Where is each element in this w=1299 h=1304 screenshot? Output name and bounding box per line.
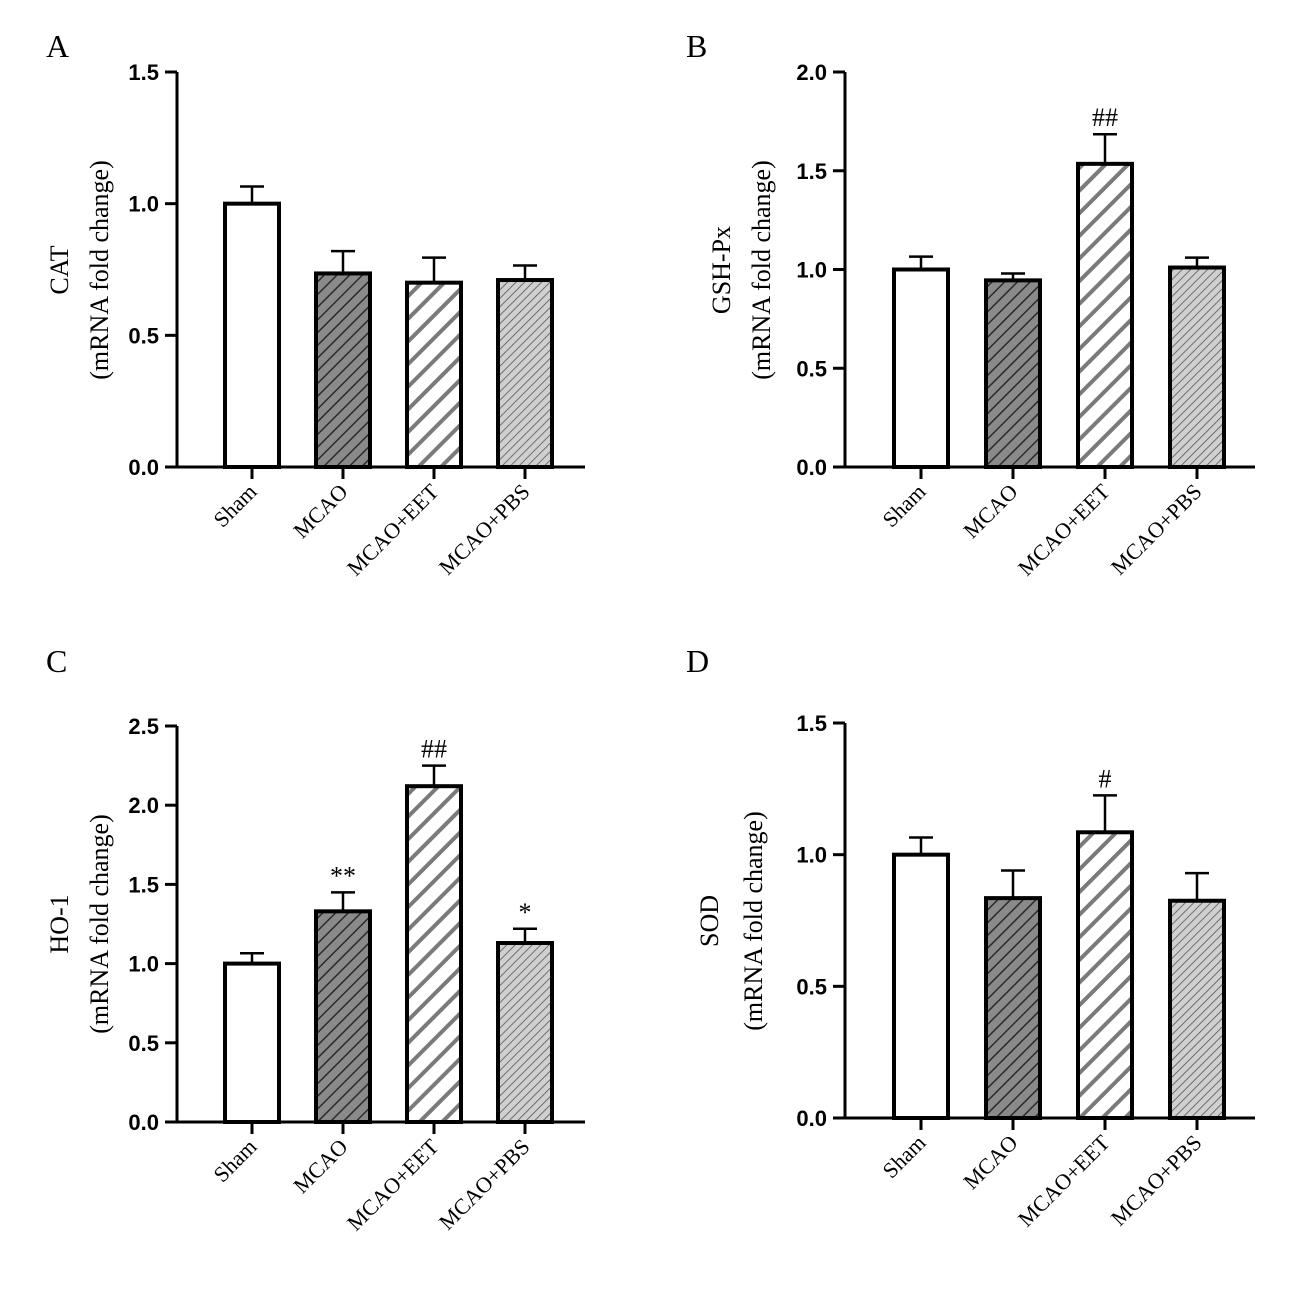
y-tick-label: 2.0 — [128, 793, 159, 818]
y-axis-label: SOD — [695, 895, 724, 947]
y-tick-label: 0.0 — [796, 455, 827, 480]
x-tick-label: Sham — [877, 1130, 930, 1183]
x-tick-label: Sham — [208, 479, 261, 532]
panel-b: B GSH-Px (mRNA fold change) 0.0 0.5 1.0 1.5 2.0… — [686, 28, 1255, 580]
x-tick-label: MCAO+PBS — [1106, 479, 1207, 580]
y-tick-label: 1.0 — [796, 258, 827, 283]
x-tick-label: MCAO — [958, 479, 1022, 543]
x-tick-label: MCAO — [288, 1134, 352, 1198]
bar-sham — [223, 201, 281, 470]
y-tick-label: 0.0 — [796, 1106, 827, 1131]
y-axis-unit-label: (mRNA fold change) — [85, 814, 114, 1034]
y-tick-label: 0.0 — [128, 455, 159, 480]
y-tick-label: 2.5 — [128, 714, 159, 739]
bar-mcao — [314, 909, 372, 1124]
significance-label: ## — [1092, 103, 1118, 132]
x-tick-label: MCAO — [288, 479, 352, 543]
bar-mcao-pbs — [1168, 898, 1226, 1120]
y-tick-label: 1.5 — [128, 872, 159, 897]
y-axis-label: GSH-Px — [707, 226, 736, 314]
y-axis-label: HO-1 — [45, 894, 74, 953]
panel-letter: C — [46, 643, 67, 679]
y-axis-unit-label: (mRNA fold change) — [85, 160, 114, 380]
panel-c: C HO-1 (mRNA fold change) 0.0 0.5 1.0 1.5 2.0 2.… — [45, 643, 585, 1235]
x-tick-label: MCAO+EET — [342, 478, 444, 580]
bar-sham — [223, 961, 281, 1124]
significance-label: ## — [421, 735, 447, 764]
panel-letter: A — [46, 28, 69, 64]
x-tick-label: MCAO — [958, 1130, 1022, 1194]
x-tick-label: MCAO+PBS — [434, 479, 535, 580]
y-tick-label: 1.5 — [796, 711, 827, 736]
y-tick-label: 0.5 — [796, 974, 827, 999]
y-tick-label: 2.0 — [796, 60, 827, 85]
bar-sham — [892, 267, 950, 469]
y-tick-label: 0.5 — [128, 323, 159, 348]
bar-mcao-eet — [405, 280, 463, 469]
y-axis-unit-label: (mRNA fold change) — [739, 811, 768, 1031]
significance-label: * — [519, 898, 532, 927]
x-tick-label: MCAO+PBS — [434, 1134, 535, 1235]
bar-mcao — [984, 896, 1042, 1120]
x-tick-label: MCAO+EET — [1013, 1129, 1115, 1231]
bar-mcao-pbs — [1168, 265, 1226, 469]
bar-mcao-eet — [405, 784, 463, 1125]
y-tick-label: 1.0 — [128, 952, 159, 977]
x-tick-label: MCAO+EET — [1013, 478, 1115, 580]
y-tick-label: 0.5 — [796, 356, 827, 381]
x-tick-label: Sham — [877, 479, 930, 532]
bar-mcao-pbs — [496, 941, 554, 1124]
bar-mcao-eet — [1076, 161, 1134, 469]
y-tick-label: 0.0 — [128, 1110, 159, 1135]
x-tick-label: Sham — [208, 1134, 261, 1187]
panel-a: A CAT (mRNA fold change) 0.0 0.5 1.0 1.5 Sham MC… — [45, 28, 585, 580]
bar-sham — [892, 852, 950, 1121]
x-tick-label: MCAO+EET — [342, 1133, 444, 1235]
y-axis-label: CAT — [45, 245, 74, 294]
y-tick-label: 1.0 — [128, 192, 159, 217]
bar-mcao — [984, 278, 1042, 469]
panel-d: D SOD (mRNA fold change) 0.0 0.5 1.0 1.5 Sham MC… — [686, 643, 1255, 1231]
panel-letter: B — [686, 28, 707, 64]
significance-label: ** — [330, 861, 356, 890]
bar-mcao-pbs — [496, 278, 554, 469]
y-tick-label: 0.5 — [128, 1031, 159, 1056]
y-tick-label: 1.5 — [128, 60, 159, 85]
significance-label: # — [1099, 764, 1112, 793]
panel-letter: D — [686, 643, 709, 679]
bar-mcao — [314, 271, 372, 470]
y-axis-unit-label: (mRNA fold change) — [747, 160, 776, 380]
bar-mcao-eet — [1076, 830, 1134, 1120]
y-tick-label: 1.5 — [796, 159, 827, 184]
y-tick-label: 1.0 — [796, 843, 827, 868]
x-tick-label: MCAO+PBS — [1106, 1130, 1207, 1231]
